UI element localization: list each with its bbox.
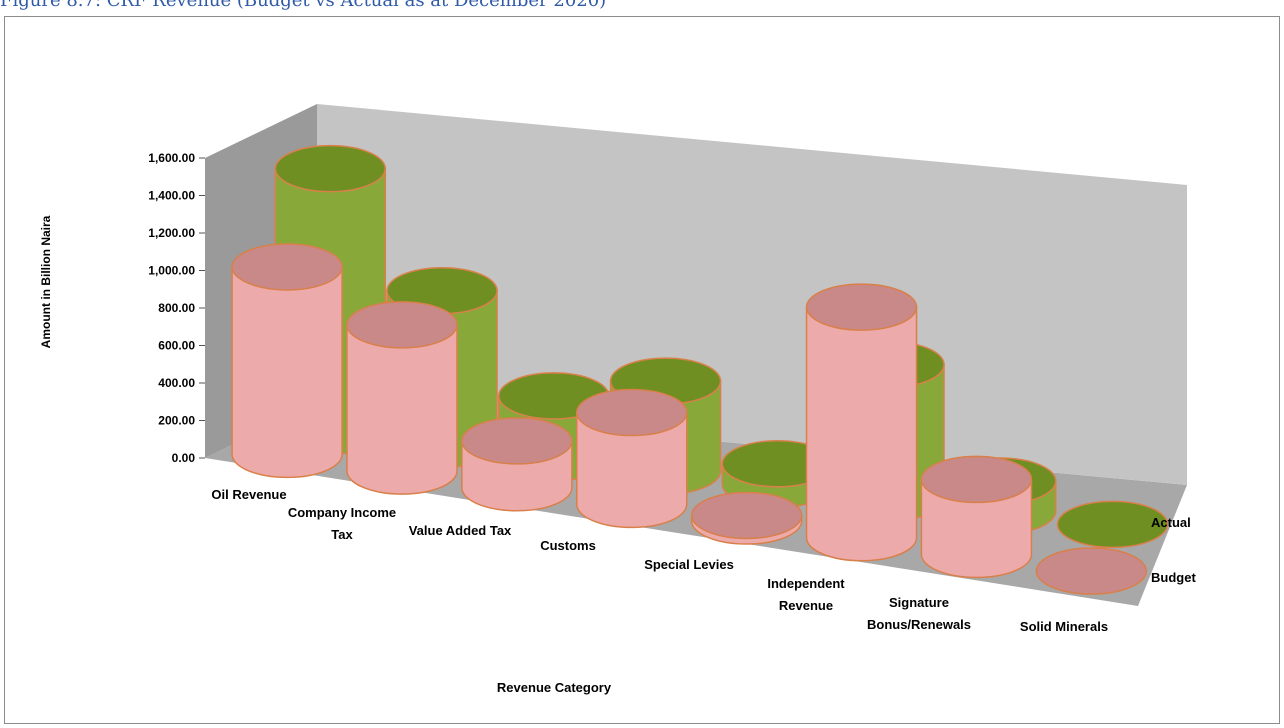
cylinder-top [346, 301, 458, 349]
category-label-company-income-tax: Company Income Tax [288, 505, 396, 542]
cylinder-budget-independent-revenue [805, 283, 918, 562]
cylinder-budget-company-income-tax [346, 301, 458, 495]
y-tick-label: 200.00 [158, 414, 195, 428]
cylinder-top [461, 417, 573, 465]
cylinder-budget-special-levies [690, 491, 803, 545]
category-label-independent-revenue: Independent Revenue [767, 576, 845, 613]
y-tick-label: 1,200.00 [148, 226, 195, 240]
cylinder-bars [231, 144, 1169, 595]
cylinder-top [805, 283, 918, 331]
cylinder-top [920, 455, 1033, 504]
category-label-oil-revenue: Oil Revenue [211, 487, 286, 502]
figure-caption: Figure 8.7: CRF Revenue (Budget vs Actua… [0, 0, 607, 11]
y-tick-label: 1,600.00 [148, 151, 195, 165]
cylinder-budget-signature-bonus-renewals [920, 455, 1033, 579]
series-label-budget: Budget [1151, 570, 1196, 585]
cylinder-top [1035, 547, 1148, 595]
cylinder-body [805, 306, 918, 562]
cylinder-budget-customs [576, 388, 688, 529]
category-label-solid-minerals: Solid Minerals [1020, 619, 1108, 634]
y-tick-label: 800.00 [158, 301, 195, 315]
category-label-value-added-tax: Value Added Tax [409, 523, 512, 538]
cylinder-top [231, 243, 343, 291]
y-tick-label: 1,000.00 [148, 264, 195, 278]
cylinder-budget-solid-minerals [1035, 547, 1148, 595]
cylinder-budget-value-added-tax [461, 417, 573, 512]
depth-axis-series-labels: Budget Actual [1151, 515, 1196, 585]
y-axis-ticks: 0.00 200.00 400.00 600.00 800.00 1,000.00 1,20… [148, 151, 205, 465]
cylinder-top [576, 388, 688, 437]
cylinder-body [576, 411, 688, 529]
series-label-actual: Actual [1151, 515, 1191, 530]
y-tick-label: 1,400.00 [148, 189, 195, 203]
y-axis-title: Amount in Billion Naira [39, 215, 53, 348]
cylinder-top [1056, 500, 1169, 549]
cylinder-body [346, 324, 458, 495]
cylinder-body [920, 478, 1033, 579]
category-label-signature-bonus-renewals: Signature Bonus/Renewals [867, 595, 971, 632]
cylinder-top [690, 491, 803, 540]
cylinder-body [231, 266, 343, 479]
cylinder-actual-solid-minerals [1056, 500, 1169, 549]
x-axis-title: Revenue Category [497, 680, 612, 695]
category-label-customs: Customs [540, 538, 596, 553]
category-label-special-levies: Special Levies [644, 557, 734, 572]
cylinder-budget-oil-revenue [231, 243, 343, 479]
y-tick-label: 0.00 [172, 451, 196, 465]
cylinder-top [274, 144, 387, 193]
y-tick-label: 400.00 [158, 376, 195, 390]
y-tick-label: 600.00 [158, 339, 195, 353]
